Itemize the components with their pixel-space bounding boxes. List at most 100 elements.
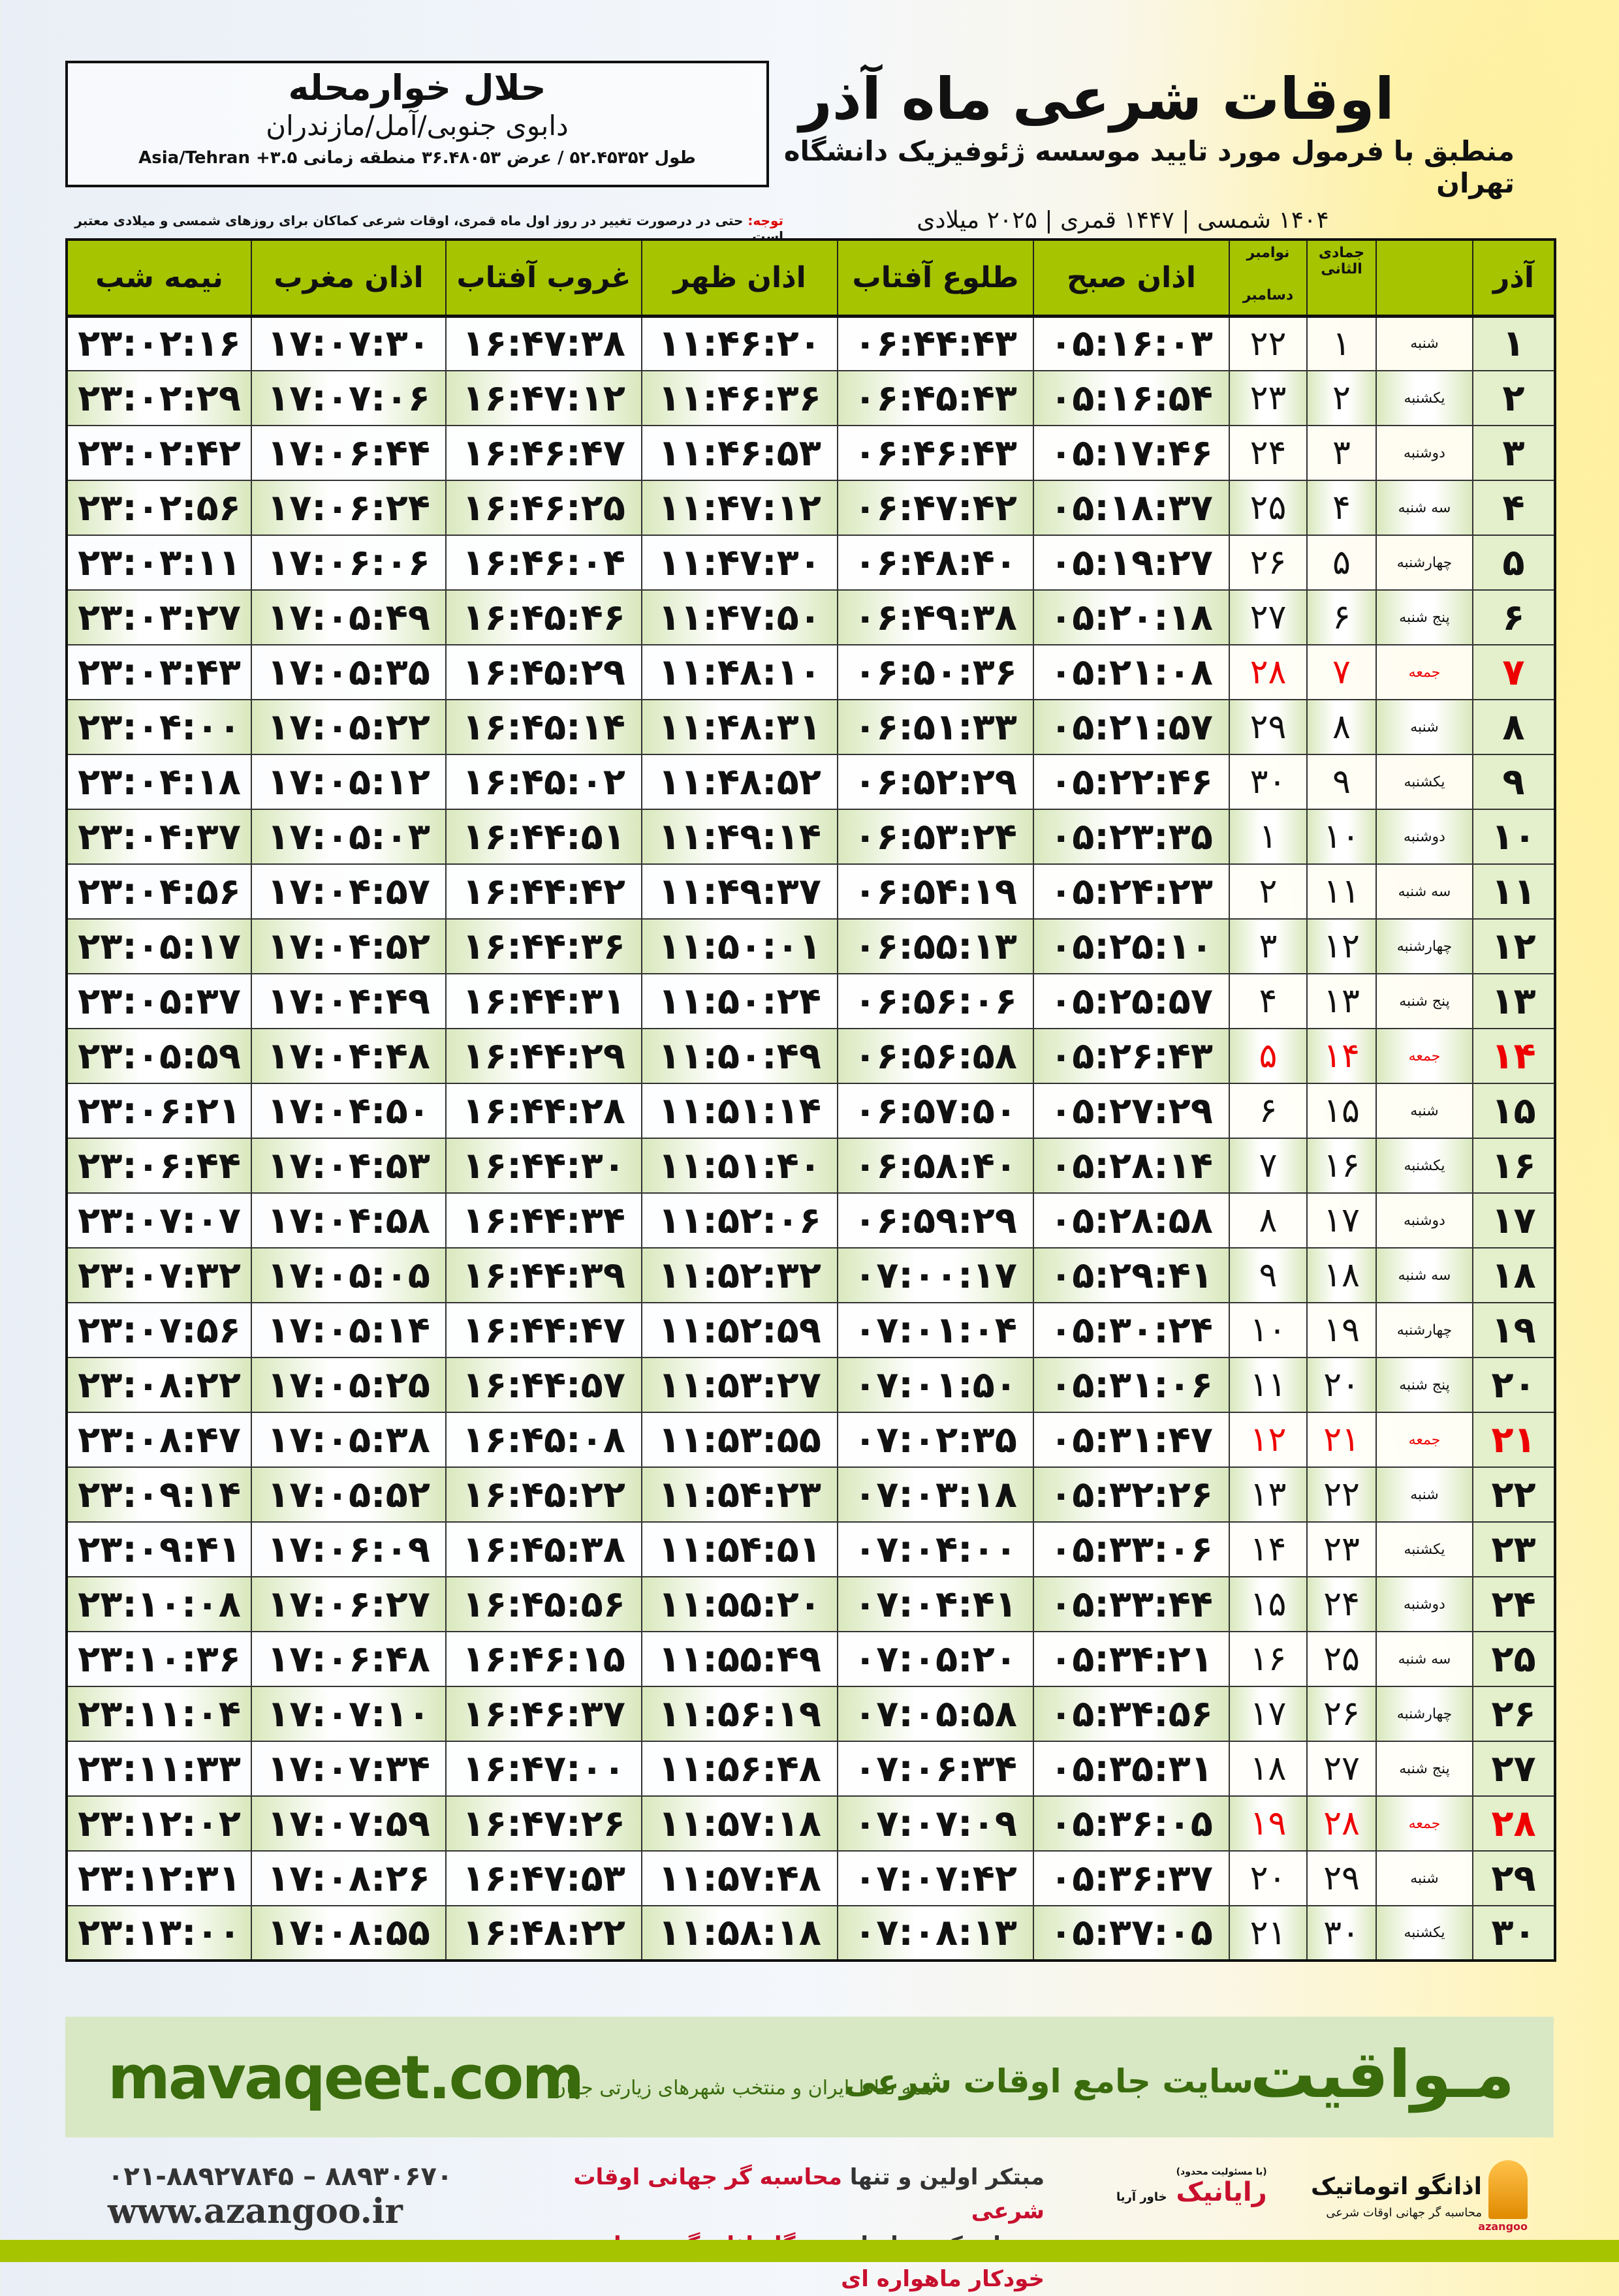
table-row: ۲۱ جمعه ۲۱ ۱۲ ۰۵:۳۱:۴۷ ۰۷:۰۲:۳۵ ۱۱:۵۳:۵۵ ۱۶:۴۵:… — [66, 1412, 1556, 1468]
table-row: ۸ شنبه ۸ ۲۹ ۰۵:۲۱:۵۷ ۰۶:۵۱:۳۳ ۱۱:۴۸:۳۱ ۱۶:۴۵:۱۴… — [66, 699, 1556, 755]
cell-qamari: ۳۰ — [1306, 1905, 1377, 1961]
cell-dhuhr: ۱۱:۵۴:۵۱ — [641, 1521, 838, 1577]
cell-sunrise: ۰۶:۵۹:۲۹ — [837, 1192, 1034, 1249]
cell-gregorian: ۲۴ — [1229, 425, 1308, 481]
cell-day: ۷ — [1472, 644, 1556, 700]
cell-maghrib: ۱۷:۰۶:۴۸ — [251, 1631, 447, 1687]
cell-sunrise: ۰۶:۴۹:۳۸ — [837, 589, 1034, 645]
cell-gregorian: ۲۹ — [1229, 699, 1308, 755]
table-row: ۲ یکشنبه ۲ ۲۳ ۰۵:۱۶:۵۴ ۰۶:۴۵:۴۳ ۱۱:۴۶:۳۶ ۱۶:۴۷:… — [66, 370, 1556, 426]
cell-gregorian: ۲۳ — [1229, 370, 1308, 426]
note-text: حتی در درصورت تغییر در روز اول ماه قمری،… — [74, 213, 783, 244]
cell-qamari: ۲۱ — [1306, 1412, 1377, 1468]
table-row: ۲۸ جمعه ۲۸ ۱۹ ۰۵:۳۶:۰۵ ۰۷:۰۷:۰۹ ۱۱:۵۷:۱۸ ۱۶:۴۷:… — [66, 1795, 1556, 1852]
cell-dhuhr: ۱۱:۴۶:۲۰ — [641, 315, 838, 371]
cell-sunset: ۱۶:۴۴:۳۹ — [445, 1247, 642, 1303]
cell-day: ۲۱ — [1472, 1412, 1556, 1468]
cell-dhuhr: ۱۱:۵۳:۲۷ — [641, 1357, 838, 1413]
cell-dhuhr: ۱۱:۴۶:۵۳ — [641, 425, 838, 481]
cell-midnight: ۲۳:۰۷:۵۶ — [66, 1302, 252, 1358]
cell-dhuhr: ۱۱:۵۶:۴۸ — [641, 1741, 838, 1797]
cell-gregorian: ۱۰ — [1229, 1302, 1308, 1358]
cell-fajr: ۰۵:۱۹:۲۷ — [1033, 535, 1230, 591]
cell-sunset: ۱۶:۴۴:۳۴ — [445, 1192, 642, 1249]
cell-maghrib: ۱۷:۰۶:۲۷ — [251, 1576, 447, 1632]
header-qamari: جمادی الثانی — [1306, 239, 1377, 318]
header-greg: نوامبر دسامبر — [1229, 239, 1308, 318]
cell-weekday: جمعه — [1375, 644, 1473, 700]
cell-qamari: ۱۰ — [1306, 809, 1377, 865]
cell-gregorian: ۳ — [1229, 918, 1308, 974]
cell-qamari: ۱۱ — [1306, 863, 1377, 920]
cell-dhuhr: ۱۱:۵۵:۲۰ — [641, 1576, 838, 1632]
cell-day: ۶ — [1472, 589, 1556, 645]
cell-sunset: ۱۶:۴۴:۲۹ — [445, 1028, 642, 1084]
table-row: ۲۰ پنج شنبه ۲۰ ۱۱ ۰۵:۳۱:۰۶ ۰۷:۰۱:۵۰ ۱۱:۵۳:۲۷ ۱۶… — [66, 1357, 1556, 1413]
note: توجه: حتی در درصورت تغییر در روز اول ماه… — [65, 213, 783, 244]
cell-maghrib: ۱۷:۰۵:۱۲ — [251, 754, 447, 810]
footer-slogan: مبتکر اولین و تنها محاسبه گر جهانی اوقات… — [516, 2160, 1045, 2296]
cell-weekday: یکشنبه — [1375, 1521, 1473, 1577]
cell-fajr: ۰۵:۱۶:۵۴ — [1033, 370, 1230, 426]
cell-weekday: چهارشنبه — [1375, 1686, 1473, 1742]
cell-gregorian: ۱۶ — [1229, 1631, 1308, 1687]
cell-dhuhr: ۱۱:۴۷:۵۰ — [641, 589, 838, 645]
cell-qamari: ۲۹ — [1306, 1850, 1377, 1906]
cell-dhuhr: ۱۱:۵۴:۲۳ — [641, 1466, 838, 1523]
cell-day: ۳۰ — [1472, 1905, 1556, 1961]
cell-sunrise: ۰۶:۵۴:۱۹ — [837, 863, 1034, 920]
cell-qamari: ۱۴ — [1306, 1028, 1377, 1084]
cell-gregorian: ۱۴ — [1229, 1521, 1308, 1577]
cell-maghrib: ۱۷:۰۷:۳۴ — [251, 1741, 447, 1797]
cell-day: ۱۰ — [1472, 809, 1556, 865]
cell-midnight: ۲۳:۰۲:۱۶ — [66, 315, 252, 371]
cell-sunset: ۱۶:۴۷:۳۸ — [445, 315, 642, 371]
cell-day: ۱۳ — [1472, 973, 1556, 1029]
table-row: ۲۲ شنبه ۲۲ ۱۳ ۰۵:۳۲:۲۶ ۰۷:۰۳:۱۸ ۱۱:۵۴:۲۳ ۱۶:۴۵:… — [66, 1466, 1556, 1523]
cell-weekday: دوشنبه — [1375, 809, 1473, 865]
cell-weekday: جمعه — [1375, 1412, 1473, 1468]
cell-day: ۸ — [1472, 699, 1556, 755]
cell-qamari: ۱۶ — [1306, 1138, 1377, 1194]
cell-dhuhr: ۱۱:۴۷:۳۰ — [641, 535, 838, 591]
banner-site[interactable]: mavaqeet.com — [108, 2043, 584, 2113]
cell-fajr: ۰۵:۳۷:۰۵ — [1033, 1905, 1230, 1961]
cell-qamari: ۴ — [1306, 480, 1377, 536]
cell-dhuhr: ۱۱:۵۷:۴۸ — [641, 1850, 838, 1906]
cell-sunset: ۱۶:۴۵:۰۸ — [445, 1412, 642, 1468]
cell-gregorian: ۲۶ — [1229, 535, 1308, 591]
cell-weekday: پنج شنبه — [1375, 1357, 1473, 1413]
cell-fajr: ۰۵:۳۵:۳۱ — [1033, 1741, 1230, 1797]
cell-midnight: ۲۳:۰۶:۴۴ — [66, 1138, 252, 1194]
cell-maghrib: ۱۷:۰۵:۰۳ — [251, 809, 447, 865]
cell-maghrib: ۱۷:۰۴:۵۸ — [251, 1192, 447, 1249]
azangoo-logo-sub: محاسبه گر جهانی اوقات شرعی — [1326, 2206, 1482, 2220]
cell-maghrib: ۱۷:۰۴:۴۹ — [251, 973, 447, 1029]
cell-gregorian: ۱۱ — [1229, 1357, 1308, 1413]
cell-fajr: ۰۵:۲۶:۴۳ — [1033, 1028, 1230, 1084]
footer-website[interactable]: www.azangoo.ir — [108, 2192, 403, 2231]
table-row: ۱ شنبه ۱ ۲۲ ۰۵:۱۶:۰۳ ۰۶:۴۴:۴۳ ۱۱:۴۶:۲۰ ۱۶:۴۷:۳۸… — [66, 315, 1556, 371]
cell-weekday: یکشنبه — [1375, 370, 1473, 426]
cell-midnight: ۲۳:۰۳:۱۱ — [66, 535, 252, 591]
cell-weekday: یکشنبه — [1375, 754, 1473, 810]
cell-gregorian: ۲۸ — [1229, 644, 1308, 700]
raynik-logo-top: (با مسئولیت محدود) — [1176, 2167, 1267, 2177]
table-header-row: آذر جمادی الثانی نوامبر دسامبر اذان صبح ط… — [66, 239, 1556, 318]
table-row: ۷ جمعه ۷ ۲۸ ۰۵:۲۱:۰۸ ۰۶:۵۰:۳۶ ۱۱:۴۸:۱۰ ۱۶:۴۵:۲۹… — [66, 644, 1556, 700]
table-row: ۲۷ پنج شنبه ۲۷ ۱۸ ۰۵:۳۵:۳۱ ۰۷:۰۶:۳۴ ۱۱:۵۶:۴۸ ۱۶… — [66, 1741, 1556, 1797]
cell-fajr: ۰۵:۲۲:۴۶ — [1033, 754, 1230, 810]
cell-sunset: ۱۶:۴۵:۴۶ — [445, 589, 642, 645]
cell-midnight: ۲۳:۱۲:۳۱ — [66, 1850, 252, 1906]
cell-maghrib: ۱۷:۰۶:۰۶ — [251, 535, 447, 591]
table-row: ۲۶ چهارشنبه ۲۶ ۱۷ ۰۵:۳۴:۵۶ ۰۷:۰۵:۵۸ ۱۱:۵۶:۱۹ ۱۶… — [66, 1686, 1556, 1742]
cell-fajr: ۰۵:۲۱:۵۷ — [1033, 699, 1230, 755]
location-box: حلال خوارمحله دابوی جنوبی/آمل/مازندران ط… — [65, 61, 769, 187]
cell-sunset: ۱۶:۴۴:۳۰ — [445, 1138, 642, 1194]
cell-maghrib: ۱۷:۰۸:۵۵ — [251, 1905, 447, 1961]
cell-sunset: ۱۶:۴۷:۲۶ — [445, 1795, 642, 1852]
cell-maghrib: ۱۷:۰۵:۳۸ — [251, 1412, 447, 1468]
table-row: ۱۸ سه شنبه ۱۸ ۹ ۰۵:۲۹:۴۱ ۰۷:۰۰:۱۷ ۱۱:۵۲:۳۲ ۱۶:۴… — [66, 1247, 1556, 1303]
cell-sunrise: ۰۷:۰۷:۴۲ — [837, 1850, 1034, 1906]
cell-sunrise: ۰۶:۵۱:۳۳ — [837, 699, 1034, 755]
